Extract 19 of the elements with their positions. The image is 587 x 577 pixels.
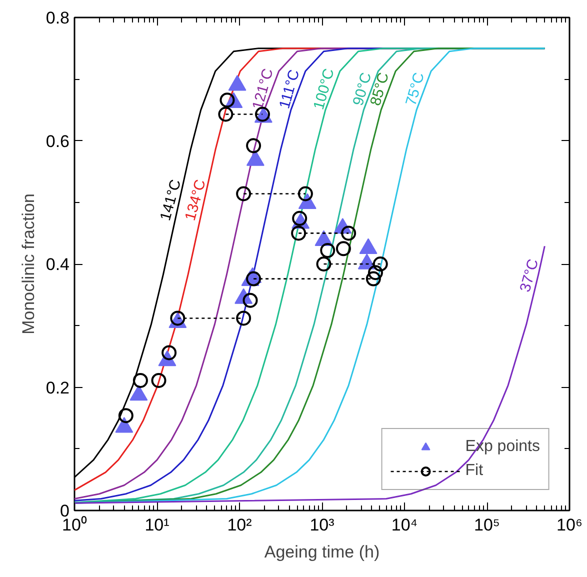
x-tick-label: 10¹ [144, 516, 170, 534]
y-tick-label: 0.2 [46, 378, 70, 398]
x-tick-label: 10³ [310, 516, 335, 534]
y-tick-label: 0.8 [46, 8, 70, 28]
x-tick-label: 10² [227, 516, 252, 534]
y-axis-title: Monoclinic fraction [18, 194, 38, 334]
x-axis-title: Ageing time (h) [264, 542, 380, 562]
text: 100°C [310, 66, 338, 112]
text: 75°C [402, 70, 428, 108]
x-tick-label: 10⁵ [474, 516, 500, 534]
text: 37°C [516, 256, 542, 294]
legend-label: Fit [465, 462, 484, 480]
x-tick-label: 10⁴ [391, 516, 418, 534]
text: 111°C [276, 68, 304, 111]
text: 121°C [249, 66, 277, 112]
x-tick-label: 10⁶ [556, 516, 582, 534]
x-tick-label: 10⁰ [62, 516, 87, 534]
y-tick-label: 0.6 [46, 132, 70, 151]
y-tick-label: 0.4 [46, 255, 70, 274]
